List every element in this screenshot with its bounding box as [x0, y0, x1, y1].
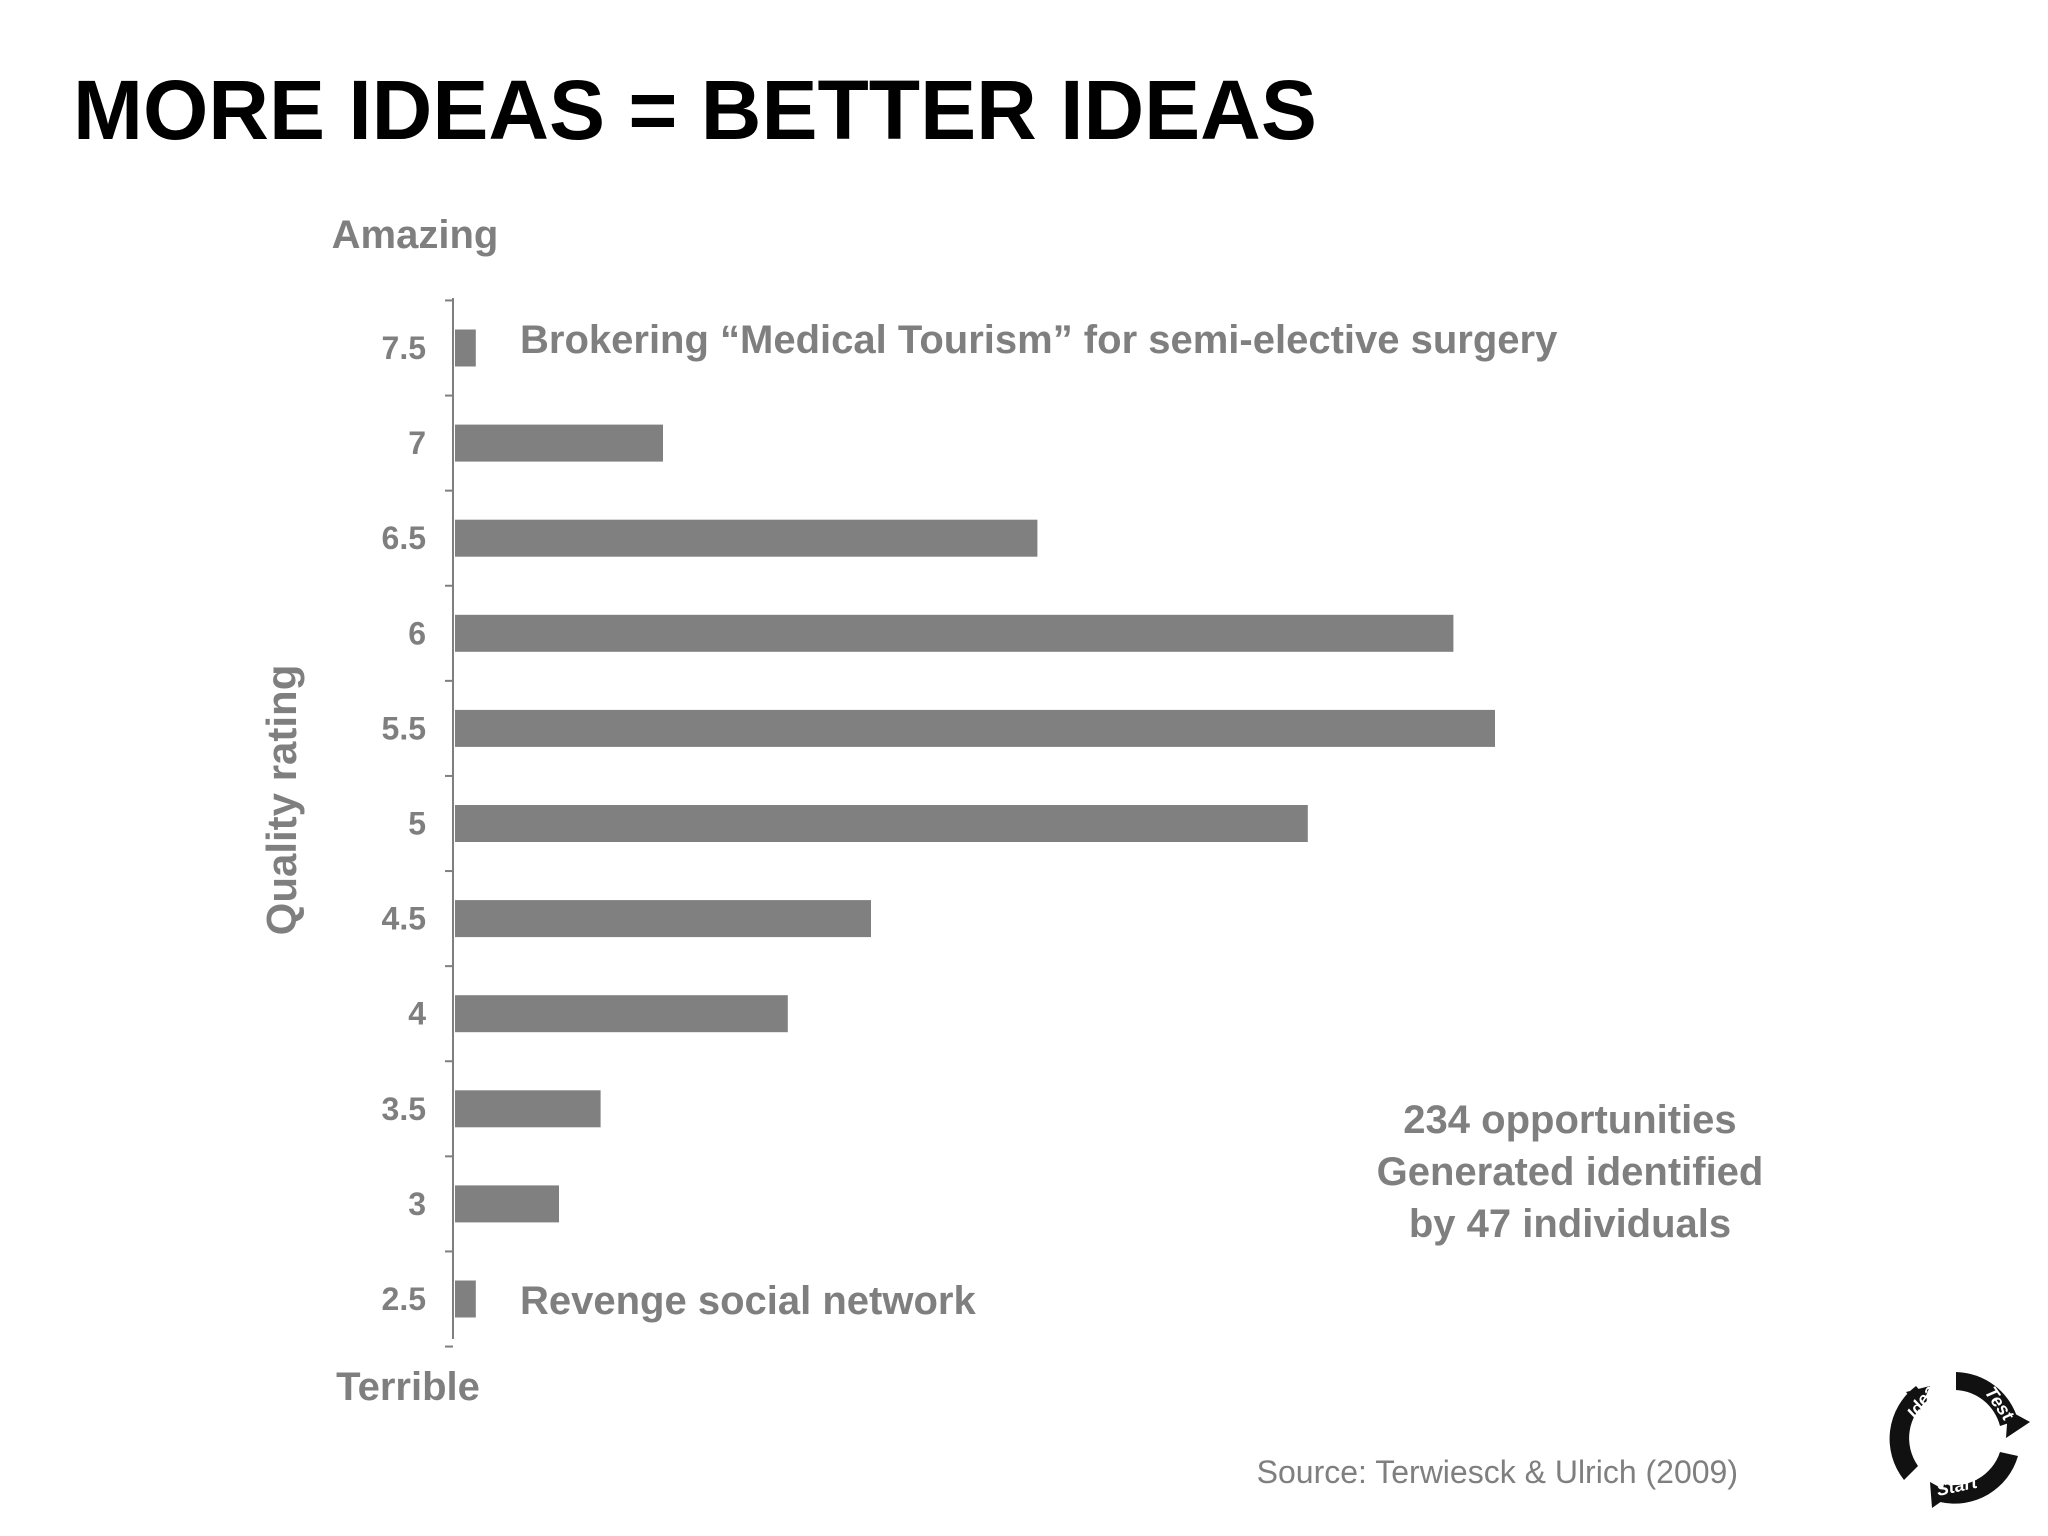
bar-7.5 [455, 329, 476, 367]
source-citation: Source: Terwiesck & Ulrich (2009) [1257, 1454, 1738, 1490]
bar-5 [455, 805, 1308, 842]
y-tick-label-2.5: 2.5 [382, 1281, 426, 1317]
y-axis-ticks [445, 299, 453, 1348]
bars [455, 329, 1495, 1318]
summary-line-1: 234 opportunities [1403, 1098, 1736, 1142]
bar-5.5 [455, 709, 1495, 747]
bar-4 [455, 995, 788, 1033]
slide-title: MORE IDEAS = BETTER IDEAS [73, 63, 1317, 157]
y-tick-label-4: 4 [408, 996, 426, 1032]
summary-line-2: Generated identified [1377, 1150, 1764, 1194]
y-tick-label-7.5: 7.5 [382, 330, 426, 366]
y-tick-label-6: 6 [408, 615, 426, 651]
bar-3 [455, 1185, 559, 1223]
y-tick-label-5.5: 5.5 [382, 710, 426, 746]
y-tick-label-5: 5 [408, 806, 426, 842]
annotation-bottom-bar: Revenge social network [520, 1279, 976, 1323]
bar-6 [455, 614, 1454, 652]
y-axis-bottom-label: Terrible [336, 1365, 480, 1409]
y-axis-top-label: Amazing [332, 213, 499, 257]
bar-2.5 [455, 1280, 476, 1318]
idea-test-start-cycle-logo: Idea Test Start [1889, 1372, 2030, 1508]
y-tick-label-3: 3 [408, 1186, 426, 1222]
y-axis-tick-labels: 7.5 7 6.5 6 5.5 5 4.5 4 3.5 3 2.5 [382, 330, 427, 1317]
bar-4.5 [455, 900, 871, 938]
y-tick-label-6.5: 6.5 [382, 520, 426, 556]
bar-6.5 [455, 519, 1038, 557]
y-axis-title: Quality rating [258, 665, 305, 936]
bar-3.5 [455, 1090, 601, 1128]
bar-7 [455, 424, 663, 462]
cycle-arrow-icon [1889, 1372, 2030, 1508]
y-tick-label-3.5: 3.5 [382, 1091, 426, 1127]
annotation-top-bar: Brokering “Medical Tourism” for semi-ele… [520, 318, 1558, 362]
y-tick-label-4.5: 4.5 [382, 901, 426, 937]
summary-line-3: by 47 individuals [1409, 1202, 1731, 1246]
y-tick-label-7: 7 [408, 425, 426, 461]
